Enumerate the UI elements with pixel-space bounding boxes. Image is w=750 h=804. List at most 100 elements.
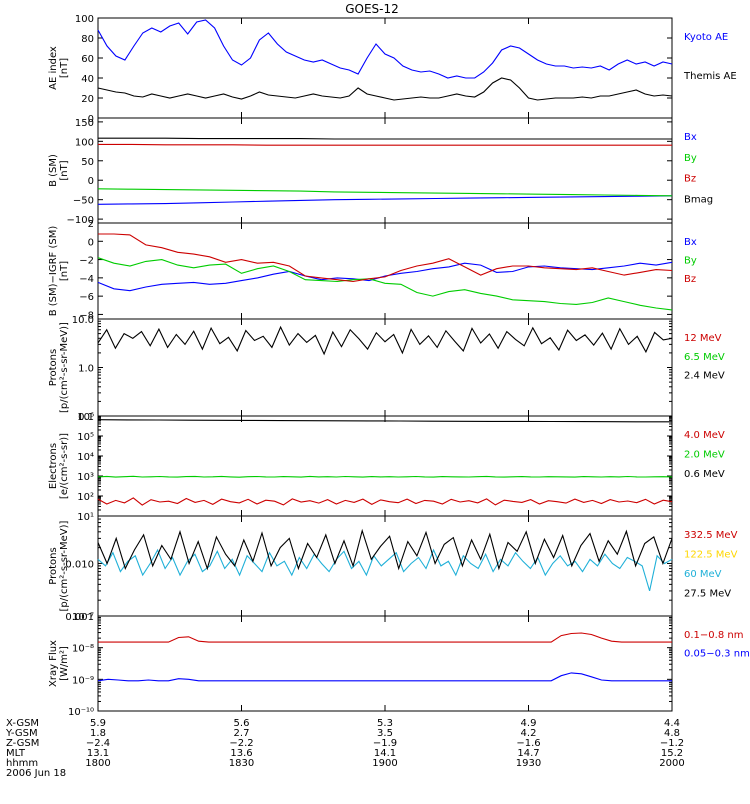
y-axis-label: Protons xyxy=(48,547,59,584)
series-line-4-0-mev xyxy=(97,497,673,506)
series-line-by xyxy=(97,188,673,197)
series-line-0-6-mev xyxy=(97,419,672,423)
panel-frame xyxy=(97,17,673,119)
y-tick-label: 2 xyxy=(88,219,94,230)
chart-title: GOES-12 xyxy=(345,2,399,16)
panel-electrons: 10¹ 10² 10³ 10⁴ 10⁵ 10⁶ Electrons [e/(cm²-s-sr)… xyxy=(48,412,725,523)
ephemeris-value: 1930 xyxy=(516,758,541,769)
legend-label: 2.0 MeV xyxy=(684,450,725,461)
legend-label: By xyxy=(684,153,697,164)
y-tick-label: 10⁻⁹ xyxy=(72,675,94,686)
ephemeris-value: 14.7 xyxy=(517,748,539,759)
y-tick-label: 10³ xyxy=(77,472,94,483)
y-tick-label: −4 xyxy=(79,274,94,285)
legend-label: 2.4 MeV xyxy=(684,371,725,382)
y-tick-label: 0.010 xyxy=(65,559,94,570)
series-line-bz xyxy=(98,143,672,146)
panel-frame xyxy=(97,615,673,712)
ephemeris-value: −2.4 xyxy=(86,738,110,749)
legend-label: Kyoto AE xyxy=(684,32,728,43)
legend-label: Bx xyxy=(684,132,697,143)
ephemeris-value: 2.7 xyxy=(234,728,250,739)
y-tick-label: 0.1 xyxy=(78,412,94,423)
legend-label: Bmag xyxy=(684,194,713,205)
y-tick-label: 10⁻⁷ xyxy=(72,612,94,623)
y-tick-label: 0 xyxy=(88,176,94,187)
ephemeris-value: 5.6 xyxy=(234,718,250,729)
series-line-bmag xyxy=(98,137,672,140)
panel-frame xyxy=(97,222,673,320)
series-line-27-5-mev xyxy=(97,528,673,571)
series-line-60-mev xyxy=(97,548,673,592)
ephemeris-value: 2000 xyxy=(659,758,684,769)
ephemeris-row-label: Y-GSM xyxy=(5,728,38,739)
ephemeris-row-label: hhmm xyxy=(6,758,38,769)
y-tick-label: 10⁵ xyxy=(77,432,94,443)
y-tick-label: 60 xyxy=(81,54,94,65)
y-tick-label: 10¹ xyxy=(77,512,94,523)
series-line-0-05-0-3-nm xyxy=(97,672,672,682)
y-tick-label: −8 xyxy=(79,310,94,321)
y-tick-label: 10⁻⁸ xyxy=(72,644,94,655)
panel-protons1: 0.1 1.0 10.0 Protons [p/(cm²-s-sr-MeV)] 12 Me… xyxy=(48,315,725,423)
ephemeris-value: 3.5 xyxy=(377,728,393,739)
ephemeris-value: −1.9 xyxy=(373,738,397,749)
legend-label: Bz xyxy=(684,174,696,185)
ephemeris-value: 4.9 xyxy=(521,718,537,729)
y-tick-label: 10² xyxy=(77,492,94,503)
y-tick-label: 80 xyxy=(81,34,94,45)
ephemeris-row-label: MLT xyxy=(6,748,26,759)
ephemeris-value: 13.6 xyxy=(230,748,252,759)
legend-label: By xyxy=(684,256,697,267)
y-tick-label: 0.001 xyxy=(65,612,94,623)
y-tick-label: 10⁻¹⁰ xyxy=(68,707,94,718)
y-axis-unit: [nT] xyxy=(59,261,70,281)
series-line-bz xyxy=(98,233,673,283)
y-tick-label: 0 xyxy=(88,114,94,125)
legend-label: 0.6 MeV xyxy=(684,469,725,480)
date-label: 2006 Jun 18 xyxy=(6,768,66,779)
legend-label: 332.5 MeV xyxy=(684,530,738,541)
y-tick-label: 10⁴ xyxy=(77,452,94,463)
ephemeris-value: 5.9 xyxy=(90,718,106,729)
legend-label: Bx xyxy=(684,237,697,248)
series-line-kyoto-ae xyxy=(97,19,673,79)
panel-diff: −8 −6 −4 −2 0 2 B (SM)−IGRF (SM) [nT] Bx By Bz xyxy=(48,219,697,321)
y-tick-label: 0 xyxy=(88,237,94,248)
series-line-by xyxy=(97,257,673,311)
ephemeris-value: −2.2 xyxy=(229,738,253,749)
legend-label: Bz xyxy=(684,274,696,285)
legend-label: 0.1−0.8 nm xyxy=(684,630,743,641)
y-tick-label: −50 xyxy=(73,196,94,207)
y-axis-unit: [p/(cm²-s-sr-MeV)] xyxy=(59,520,70,611)
y-axis-unit: [e/(cm²-s-sr)] xyxy=(59,433,70,499)
y-tick-label: 100 xyxy=(75,137,94,148)
y-tick-label: −100 xyxy=(67,215,94,226)
legend-label: 6.5 MeV xyxy=(684,352,725,363)
legend-label: 122.5 MeV xyxy=(684,550,738,561)
y-axis-unit: [W/m²] xyxy=(59,646,70,681)
y-axis-label: B (SM)−IGRF (SM) xyxy=(48,226,59,317)
ephemeris-row-label: X-GSM xyxy=(6,718,39,729)
legend-label: 12 MeV xyxy=(684,333,722,344)
ephemeris-value: 5.3 xyxy=(377,718,393,729)
y-tick-label: −6 xyxy=(79,292,94,303)
ephemeris-value: 1830 xyxy=(229,758,254,769)
series-line-2-0-mev xyxy=(97,475,673,478)
panel-protons2: 0.001 0.010 Protons [p/(cm²-s-sr-MeV)] 332.5… xyxy=(48,515,738,623)
y-tick-label: 50 xyxy=(81,157,94,168)
ephemeris-value: 1900 xyxy=(372,758,397,769)
y-tick-label: 10⁶ xyxy=(77,412,94,423)
panel-ae: 0 20 40 60 80 100 AE index [nT] Kyoto AE Themis A… xyxy=(48,14,737,125)
panel-frame xyxy=(97,318,673,417)
y-tick-label: 150 xyxy=(75,118,94,129)
series-line-bx xyxy=(97,195,673,205)
y-tick-label: 40 xyxy=(81,74,94,85)
ephemeris-value: 15.2 xyxy=(661,748,683,759)
ephemeris-row-label: Z-GSM xyxy=(6,738,39,749)
series-line-2-4-mev xyxy=(97,325,673,356)
panel-frame xyxy=(97,117,673,224)
legend-label: 27.5 MeV xyxy=(684,589,731,600)
